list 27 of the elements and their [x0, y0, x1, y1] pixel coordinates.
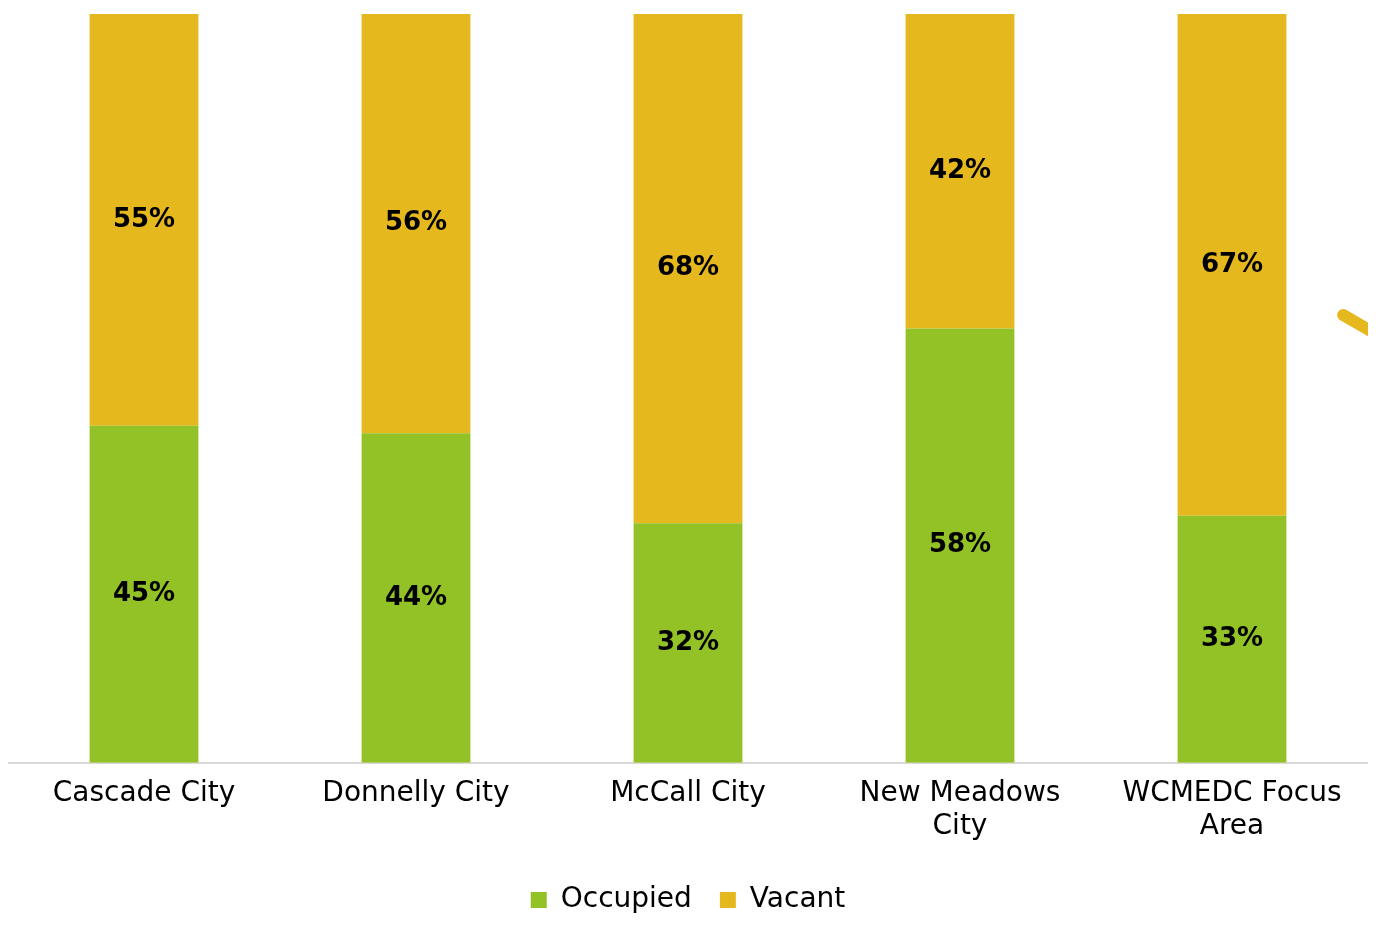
data-label: 58%	[928, 528, 992, 559]
bar	[905, 14, 1015, 329]
bar	[1177, 515, 1287, 763]
data-label: 56%	[384, 206, 448, 237]
bar	[633, 523, 743, 763]
x-tick-label: Cascade City	[52, 774, 236, 808]
bar	[89, 425, 199, 763]
data-label: 68%	[656, 251, 720, 282]
bar	[633, 14, 743, 524]
x-tick-label: New Meadows City	[859, 774, 1061, 842]
data-label: 44%	[384, 580, 448, 611]
data-label: 55%	[112, 202, 176, 233]
data-label: 32%	[656, 625, 720, 656]
x-tick-label: WCMEDC Focus Area	[1122, 774, 1342, 842]
legend-label: Vacant	[749, 881, 846, 915]
x-tick-label: McCall City	[610, 774, 766, 808]
bar	[361, 433, 471, 763]
data-label: 33%	[1200, 622, 1264, 652]
bar	[905, 328, 1015, 763]
x-tick-label: Donnelly City	[322, 774, 510, 808]
legend-label: Occupied	[560, 881, 692, 915]
bar	[89, 14, 199, 426]
data-label: 45%	[112, 577, 176, 608]
bar	[361, 14, 471, 434]
bar	[1177, 14, 1287, 516]
data-label: 42%	[928, 154, 992, 184]
data-label: 67%	[1200, 247, 1264, 278]
